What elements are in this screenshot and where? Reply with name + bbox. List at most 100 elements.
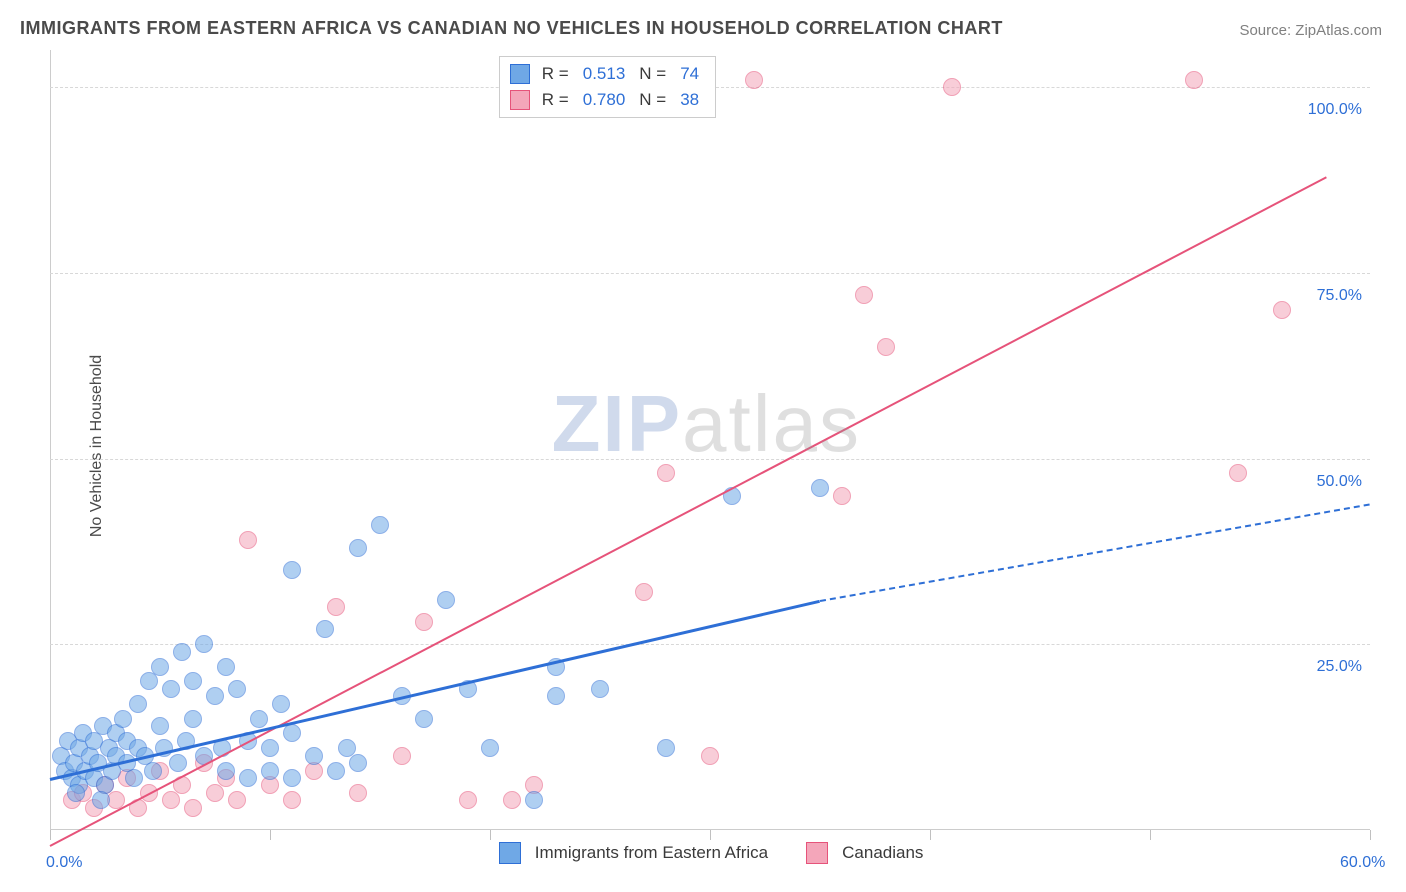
blue-marker [305, 747, 323, 765]
blue-marker [657, 739, 675, 757]
x-tick-label-max: 60.0% [1340, 854, 1385, 872]
blue-marker [261, 762, 279, 780]
legend-N-label: N = [639, 61, 666, 87]
pink-marker [349, 784, 367, 802]
blue-marker [547, 687, 565, 705]
x-tick-label-min: 0.0% [46, 854, 82, 872]
blue-marker [481, 739, 499, 757]
pink-marker [184, 799, 202, 817]
blue-marker [151, 658, 169, 676]
legend-R-label: R = [542, 87, 569, 113]
legend-R-value: 0.780 [583, 87, 626, 113]
pink-marker [1273, 301, 1291, 319]
pink-marker [1229, 464, 1247, 482]
pink-marker [327, 598, 345, 616]
pink-marker [833, 487, 851, 505]
pink-trend-line [50, 176, 1327, 846]
blue-marker [129, 695, 147, 713]
y-tick-label: 25.0% [1317, 658, 1362, 676]
legend-N-label: N = [639, 87, 666, 113]
blue-marker [184, 710, 202, 728]
pink-marker [206, 784, 224, 802]
pink-marker [855, 286, 873, 304]
blue-marker [184, 672, 202, 690]
blue-marker [283, 769, 301, 787]
y-tick-label: 100.0% [1308, 101, 1362, 119]
pink-marker [503, 791, 521, 809]
pink-marker [745, 71, 763, 89]
pink-marker [1185, 71, 1203, 89]
x-tick [270, 830, 271, 840]
blue-marker [195, 635, 213, 653]
blue-marker [173, 643, 191, 661]
blue-marker [591, 680, 609, 698]
blue-marker [239, 769, 257, 787]
legend-N-value: 38 [680, 87, 699, 113]
legend-swatch [510, 64, 530, 84]
blue-marker [67, 784, 85, 802]
pink-marker [415, 613, 433, 631]
blue-marker [140, 672, 158, 690]
blue-marker [151, 717, 169, 735]
blue-marker [327, 762, 345, 780]
stats-legend-row: R = 0.780 N = 38 [510, 87, 705, 113]
legend-R-label: R = [542, 61, 569, 87]
legend-swatch [510, 90, 530, 110]
blue-marker [525, 791, 543, 809]
series-legend: Immigrants from Eastern AfricaCanadians [499, 842, 952, 864]
pink-marker [635, 583, 653, 601]
pink-marker [877, 338, 895, 356]
blue-marker [811, 479, 829, 497]
blue-marker [144, 762, 162, 780]
stats-legend-row: R = 0.513 N = 74 [510, 61, 705, 87]
blue-trend-extrapolation [820, 503, 1370, 602]
blue-marker [169, 754, 187, 772]
blue-marker [125, 769, 143, 787]
blue-marker [114, 710, 132, 728]
grid-line [50, 644, 1370, 645]
x-tick [1150, 830, 1151, 840]
pink-marker [162, 791, 180, 809]
blue-marker [261, 739, 279, 757]
y-tick-label: 50.0% [1317, 473, 1362, 491]
blue-marker [272, 695, 290, 713]
blue-marker [349, 754, 367, 772]
legend-N-value: 74 [680, 61, 699, 87]
plot-area: 25.0% 50.0% 75.0% 100.0% [50, 50, 1370, 830]
blue-marker [206, 687, 224, 705]
grid-line [50, 459, 1370, 460]
blue-marker [162, 680, 180, 698]
pink-marker [943, 78, 961, 96]
pink-marker [283, 791, 301, 809]
legend-swatch [499, 842, 521, 864]
blue-marker [283, 561, 301, 579]
x-tick [1370, 830, 1371, 840]
source-label: Source: ZipAtlas.com [1239, 22, 1382, 39]
x-tick [50, 830, 51, 840]
pink-marker [701, 747, 719, 765]
legend-R-value: 0.513 [583, 61, 626, 87]
blue-marker [228, 680, 246, 698]
blue-marker [217, 762, 235, 780]
x-tick [490, 830, 491, 840]
blue-marker [415, 710, 433, 728]
x-tick [930, 830, 931, 840]
chart-title: IMMIGRANTS FROM EASTERN AFRICA VS CANADI… [20, 18, 1003, 39]
legend-swatch [806, 842, 828, 864]
pink-marker [657, 464, 675, 482]
blue-marker [217, 658, 235, 676]
pink-marker [459, 791, 477, 809]
pink-marker [228, 791, 246, 809]
pink-marker [239, 531, 257, 549]
blue-marker [92, 791, 110, 809]
blue-marker [283, 724, 301, 742]
blue-marker [349, 539, 367, 557]
blue-marker [437, 591, 455, 609]
x-tick [710, 830, 711, 840]
pink-marker [393, 747, 411, 765]
blue-marker [316, 620, 334, 638]
y-tick-label: 75.0% [1317, 287, 1362, 305]
stats-legend: R = 0.513 N = 74 R = 0.780 N = 38 [499, 56, 716, 118]
grid-line [50, 273, 1370, 274]
legend-series-label: Immigrants from Eastern Africa [535, 843, 768, 863]
